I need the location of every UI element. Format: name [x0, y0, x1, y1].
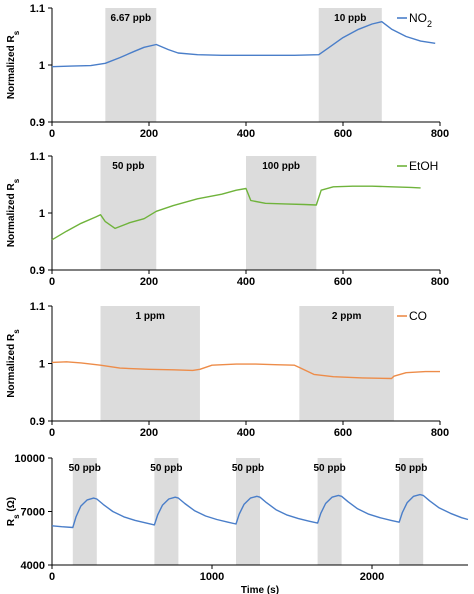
y-axis-label: Normalized Rs [6, 30, 21, 99]
x-axis-label: Time (s) [241, 585, 279, 594]
exposure-band [299, 306, 394, 421]
y-axis-label-sub: s [12, 514, 21, 519]
legend-label: NO2 [409, 11, 432, 29]
band-label: 10 ppb [334, 13, 366, 24]
x-tick-label: 200 [140, 276, 158, 288]
y-tick-label: 1.1 [30, 301, 45, 313]
band-label: 50 ppb [150, 463, 182, 474]
x-tick-label: 800 [431, 427, 449, 439]
band-label: 50 ppb [112, 161, 144, 172]
y-tick-label: 1.1 [30, 3, 45, 15]
band-label: 6.67 ppb [111, 13, 152, 24]
band-label: 2 ppm [332, 311, 362, 322]
legend-label: CO [409, 309, 427, 323]
x-tick-label: 0 [49, 427, 55, 439]
x-tick-label: 0 [49, 276, 55, 288]
chart-panel-2: 50 ppb 100 ppb 0.9 1 1.1 0 200 400 600 800 Normali… [6, 151, 449, 288]
series-line [51, 493, 469, 529]
x-tick-label: 800 [431, 276, 449, 288]
y-axis-label-sub: s [12, 30, 21, 35]
x-tick-label: 2000 [360, 571, 384, 583]
band-label: 50 ppb [395, 463, 427, 474]
x-tick-label: 1000 [200, 571, 224, 583]
y-axis-label-main: Normalized R [6, 183, 17, 248]
x-tick-label: 600 [334, 128, 352, 140]
y-tick-label: 1.1 [30, 151, 45, 163]
y-axis-label-main: Normalized R [6, 333, 17, 398]
series-line [51, 361, 440, 380]
exposure-band [100, 306, 200, 421]
x-tick-label: 400 [237, 276, 255, 288]
y-tick-label: 4000 [21, 560, 45, 572]
x-tick-label: 800 [431, 128, 449, 140]
y-axis-label: Normalized Rs [6, 329, 21, 398]
exposure-band [236, 458, 260, 565]
y-tick-label: 1 [39, 60, 45, 72]
y-tick-label: 0.9 [30, 117, 45, 129]
legend-label-main: NO [409, 11, 427, 25]
y-axis-label: Rs (Ω) [6, 497, 21, 526]
series-line [51, 185, 421, 241]
y-axis-label: Normalized Rs [6, 178, 21, 247]
y-tick-label: 0.9 [30, 265, 45, 277]
exposure-band [105, 8, 157, 122]
legend-label-main: CO [409, 309, 427, 323]
x-tick-label: 600 [334, 276, 352, 288]
exposure-band [154, 458, 179, 565]
band-label: 1 ppm [135, 311, 165, 322]
legend-label: EtOH [409, 159, 438, 173]
x-tick-label: 0 [49, 128, 55, 140]
band-label: 50 ppb [232, 463, 264, 474]
band-label: 50 ppb [69, 463, 101, 474]
y-tick-label: 7000 [21, 507, 45, 519]
y-axis-label-sub: s [12, 178, 21, 183]
legend-label-sub: 2 [427, 19, 432, 29]
legend-label-main: EtOH [409, 159, 438, 173]
x-tick-label: 0 [49, 571, 55, 583]
y-tick-label: 1 [39, 359, 45, 371]
x-tick-label: 200 [140, 427, 158, 439]
x-tick-label: 400 [237, 128, 255, 140]
y-tick-label: 10000 [14, 453, 45, 465]
series-line [51, 21, 436, 68]
chart-panel-4: 50 ppb 50 ppb 50 ppb 50 ppb 50 ppb 4000 7000 10… [6, 453, 469, 594]
x-tick-label: 200 [140, 128, 158, 140]
band-label: 100 ppb [262, 161, 300, 172]
y-axis-label-main: Normalized R [6, 35, 17, 100]
y-axis-label-sub: s [12, 329, 21, 334]
x-tick-label: 400 [237, 427, 255, 439]
exposure-band [318, 8, 382, 122]
exposure-band [100, 156, 157, 270]
y-axis-label-main: R [6, 518, 17, 526]
exposure-band [246, 156, 317, 270]
chart-panel-3: 1 ppm 2 ppm 0.9 1 1.1 0 200 400 600 800 Normalized… [6, 301, 449, 439]
band-label: 50 ppb [313, 463, 345, 474]
x-tick-label: 600 [334, 427, 352, 439]
y-axis-label-unit: (Ω) [6, 497, 17, 514]
y-tick-label: 1 [39, 208, 45, 220]
y-tick-label: 0.9 [30, 416, 45, 428]
chart-panel-1: 6.67 ppb 10 ppb 0.9 1 1.1 0 200 400 600 800 Normal… [6, 3, 449, 140]
exposure-band [72, 458, 97, 565]
